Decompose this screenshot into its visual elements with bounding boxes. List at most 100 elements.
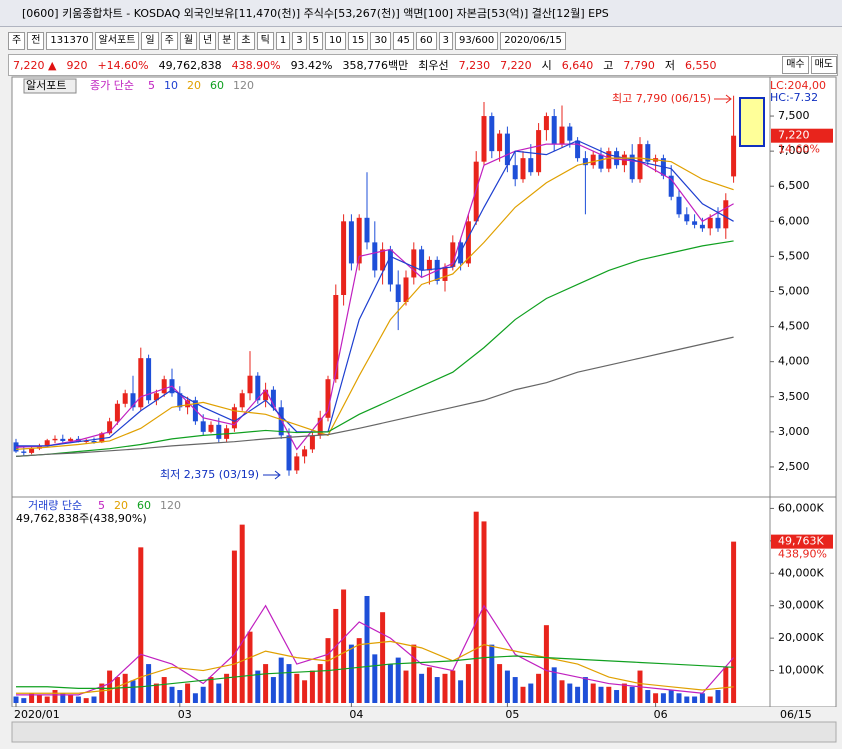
toolbar-button[interactable]: 2020/06/15: [500, 32, 566, 50]
candle-body: [91, 440, 97, 443]
volume-bar: [458, 680, 464, 703]
moving-average: [15, 157, 734, 450]
volume-bar: [731, 541, 737, 703]
volume-bar: [707, 696, 713, 703]
toolbar-button[interactable]: 10: [324, 32, 346, 50]
toolbar-button[interactable]: 30: [370, 32, 392, 50]
candle-body: [731, 135, 737, 177]
candle-body: [504, 133, 510, 166]
toolbar-button[interactable]: 월: [179, 32, 198, 50]
volume-bar: [224, 673, 230, 703]
order-button[interactable]: 매수: [782, 56, 809, 74]
lc-label: LC:204,00: [770, 79, 826, 92]
volume-bar: [294, 673, 300, 703]
x-end-label: 06/15: [780, 708, 812, 721]
candle-body: [497, 133, 503, 152]
volume-bar: [44, 696, 50, 703]
toolbar-button[interactable]: 년: [199, 32, 217, 50]
quote-field: 6,550: [685, 58, 717, 72]
volume-bar: [528, 683, 534, 703]
y-tick-label: 60,000K: [778, 501, 824, 514]
toolbar-button[interactable]: 초: [237, 32, 255, 50]
toolbar-button[interactable]: 알서포트: [94, 32, 140, 50]
volume-bar: [621, 683, 627, 703]
legend-period: 5: [98, 499, 105, 512]
moving-average: [16, 139, 734, 447]
candle-body: [161, 379, 167, 394]
volume-bar: [512, 677, 518, 703]
chart: 2,500 3,000 3,500 4,000 4,500 5,000 5,500 6,000…: [0, 76, 842, 749]
toolbar-button[interactable]: 일: [141, 32, 159, 50]
volume-bar: [348, 644, 354, 703]
candle-body: [629, 154, 635, 180]
candle-body: [598, 154, 604, 169]
volume-bar: [91, 696, 97, 703]
volume-bar: [247, 631, 253, 703]
toolbar-button[interactable]: 15: [347, 32, 369, 50]
volume-bar: [99, 683, 105, 703]
legend-period: 120: [233, 79, 254, 92]
legend-label: 거래량 단순: [28, 499, 82, 512]
volume-bar: [684, 696, 690, 703]
last-volume-pct: 438,90%: [778, 548, 827, 561]
candle-body: [263, 389, 269, 401]
volume-bar: [153, 683, 159, 703]
volume-bar: [403, 670, 409, 703]
toolbar-button[interactable]: 60: [415, 32, 437, 50]
toolbar-button[interactable]: 전: [27, 32, 45, 50]
quote-field: 고: [603, 59, 614, 72]
quote-field: 저: [664, 59, 675, 72]
moving-average: [16, 604, 735, 696]
toolbar-button[interactable]: 93/600: [455, 32, 499, 50]
y-tick-label: 7,000: [778, 144, 810, 157]
candle-body: [44, 440, 50, 446]
toolbar-button[interactable]: 주: [160, 32, 178, 50]
candle-body: [364, 217, 370, 243]
scrollbar[interactable]: [11, 721, 837, 743]
candle-body: [699, 224, 705, 229]
candle-body: [403, 277, 409, 303]
volume-bar: [598, 686, 604, 703]
candle-body: [348, 221, 354, 264]
volume-bar: [699, 693, 705, 703]
window-title: [0600] 키움종합차트 - KOSDAQ 외국인보유[11,470(천)] …: [22, 7, 609, 20]
legend-period: 20: [114, 499, 128, 512]
volume-bar: [582, 677, 588, 703]
volume-bar: [255, 670, 261, 703]
candle-body: [489, 116, 495, 152]
candle-body: [309, 435, 315, 450]
candle-body: [582, 158, 588, 166]
quote-field: 49,762,838: [158, 58, 222, 72]
toolbar-button[interactable]: 분: [218, 32, 236, 50]
volume-bar: [239, 524, 245, 703]
toolbar-button[interactable]: 3: [292, 32, 307, 50]
volume-bar: [660, 693, 666, 703]
toolbar-button[interactable]: 3: [438, 32, 453, 50]
volume-bar: [715, 690, 721, 703]
candle-body: [520, 158, 526, 180]
candle-body: [590, 154, 596, 166]
candle-body: [411, 249, 417, 278]
candle-body: [575, 140, 581, 159]
candle-body: [723, 200, 729, 229]
toolbar-button[interactable]: 주: [8, 32, 26, 50]
toolbar-button[interactable]: 5: [308, 32, 323, 50]
x-tick-label: 03: [178, 708, 192, 721]
toolbar-button[interactable]: 131370: [46, 32, 93, 50]
quote-field: 6,640: [561, 58, 594, 72]
order-button[interactable]: 매도: [810, 56, 837, 74]
quote-field: 358,776백만: [342, 59, 409, 72]
y-tick-label: 3,000: [778, 425, 810, 438]
toolbar-button[interactable]: 45: [393, 32, 414, 50]
toolbar-button[interactable]: 1: [275, 32, 291, 50]
candle-body: [130, 393, 136, 408]
candle-body: [192, 400, 198, 422]
volume-bar: [645, 690, 651, 703]
toolbar-button[interactable]: 틱: [256, 32, 274, 50]
volume-bar: [372, 654, 378, 703]
volume-bar: [309, 670, 315, 703]
candle-body: [543, 116, 549, 131]
quote-row: 7,220 ▲ 920 +14.60% 49,762,838 438.90% 93.42%…: [8, 54, 838, 76]
volume-bar: [676, 693, 682, 703]
volume-bar: [419, 673, 425, 703]
